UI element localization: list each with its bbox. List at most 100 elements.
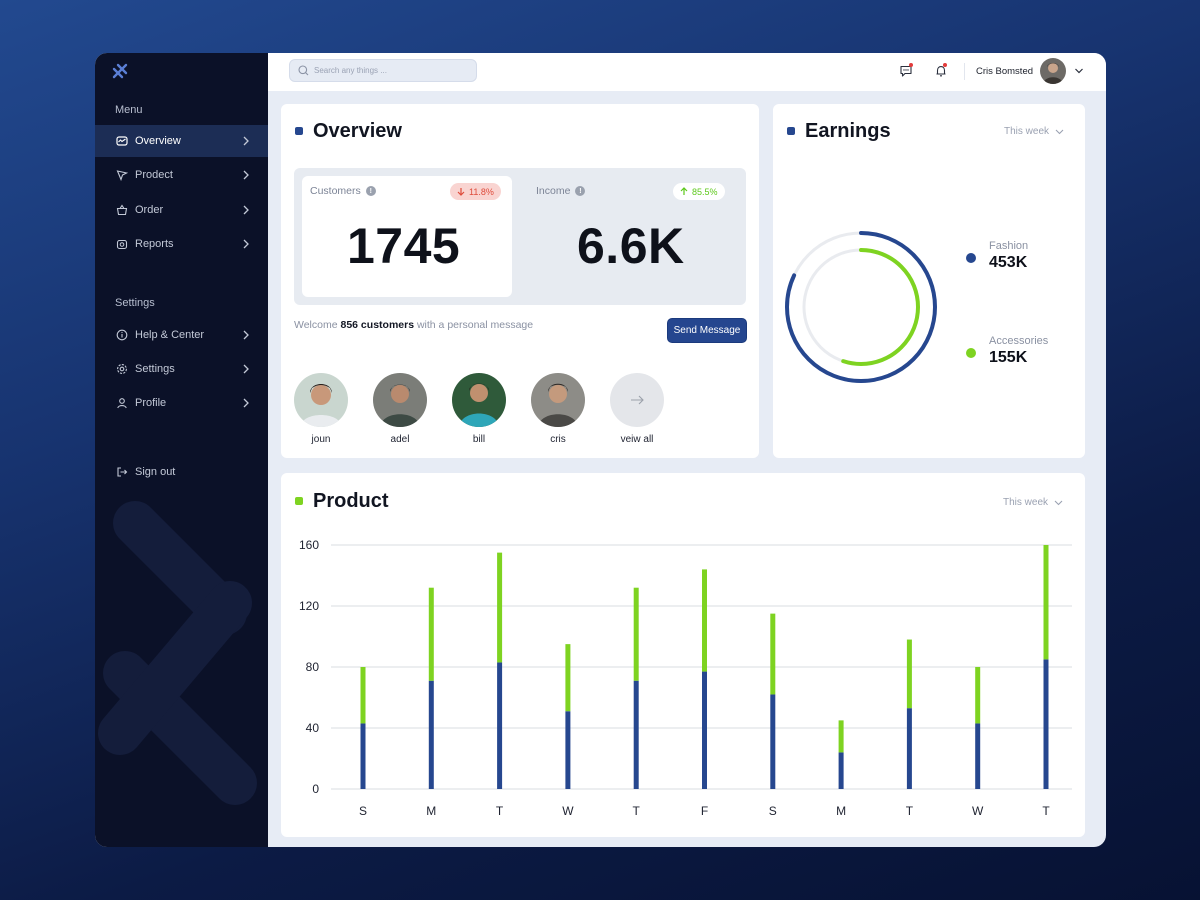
legend-label: Fashion: [989, 240, 1029, 252]
bell-icon[interactable]: [934, 64, 948, 78]
sidebar-item-order[interactable]: Order: [95, 194, 268, 226]
info-icon[interactable]: !: [365, 186, 376, 196]
overview-icon: [116, 135, 128, 147]
earnings-title-marker: [787, 127, 795, 135]
bar-segment-green[interactable]: [633, 587, 639, 681]
income-value: 6.6K: [577, 218, 685, 274]
info-icon[interactable]: !: [575, 186, 586, 196]
bar-segment-blue[interactable]: [1043, 659, 1049, 789]
logo-icon[interactable]: [111, 62, 129, 80]
topbar-divider: [964, 63, 965, 80]
sign-out-label: Sign out: [135, 466, 176, 478]
legend-value: 155K: [989, 349, 1028, 366]
bar-segment-blue[interactable]: [975, 723, 981, 789]
settings-section-label: Settings: [115, 297, 155, 309]
sign-out-icon: [116, 466, 128, 478]
customers-value: 1745: [347, 218, 461, 274]
legend-label: Accessories: [989, 335, 1049, 347]
welcome-message: Welcome 856 customers with a personal me…: [294, 319, 534, 331]
info-icon: [116, 329, 128, 341]
bar-segment-green[interactable]: [1043, 545, 1049, 660]
product-icon: [116, 169, 128, 181]
customers-stat[interactable]: Customers! 11.8% 1745: [302, 176, 512, 297]
sidebar-item-prodect[interactable]: Prodect: [95, 159, 268, 191]
bell-notification-dot: [943, 63, 947, 67]
bar-segment-green[interactable]: [838, 720, 844, 753]
customers-label: Customers!: [310, 185, 376, 197]
arrow-up-icon: [680, 187, 688, 195]
sidebar-item-label: Profile: [135, 397, 167, 409]
sidebar-item-label: Order: [135, 204, 164, 216]
earnings-card: Earnings This week Fashion 453K Accessor…: [773, 104, 1085, 458]
basket-icon: [116, 204, 128, 216]
bar-segment-green[interactable]: [497, 552, 503, 663]
bar-segment-green[interactable]: [565, 644, 571, 712]
customer-avatar-adel[interactable]: adel: [373, 373, 427, 445]
sidebar-item-help-center[interactable]: Help & Center: [95, 319, 268, 351]
user-name[interactable]: Cris Bomsted: [976, 66, 1034, 77]
product-period-select[interactable]: This week: [1003, 497, 1063, 508]
bar-segment-blue[interactable]: [770, 694, 776, 789]
y-tick-label: 40: [306, 721, 320, 735]
product-title: Product: [313, 490, 389, 512]
legend-value: 453K: [989, 254, 1028, 271]
chat-notification-dot: [909, 63, 913, 67]
bar-segment-green[interactable]: [360, 667, 366, 724]
y-tick-label: 80: [306, 660, 320, 674]
send-message-button[interactable]: Send Message: [667, 318, 747, 343]
x-tick-label: S: [769, 804, 777, 818]
search-input[interactable]: [314, 66, 464, 75]
y-tick-label: 0: [312, 782, 319, 796]
product-bar-chart: 0 40 80 120 160 S M T W T F S M T W T: [299, 538, 1072, 818]
user-avatar[interactable]: [1040, 58, 1066, 84]
customer-avatar-bill[interactable]: bill: [452, 373, 506, 445]
sidebar-item-label: Prodect: [135, 169, 173, 181]
chevron-right-icon: [243, 364, 249, 374]
bar-segment-green[interactable]: [770, 613, 776, 695]
search-box[interactable]: [289, 59, 477, 82]
x-tick-label: T: [1042, 804, 1050, 818]
gear-icon: [116, 363, 128, 375]
view-all-button[interactable]: veiw all: [610, 373, 664, 445]
bar-segment-blue[interactable]: [702, 671, 707, 789]
sign-out-link[interactable]: Sign out: [95, 456, 268, 488]
y-tick-label: 160: [299, 538, 319, 552]
x-tick-label: F: [701, 804, 708, 818]
bar-segment-green[interactable]: [702, 569, 707, 672]
chevron-down-icon[interactable]: [1074, 67, 1084, 75]
chevron-right-icon: [243, 136, 249, 146]
user-icon: [116, 397, 128, 409]
bar-segment-blue[interactable]: [906, 708, 912, 789]
bar-segment-blue[interactable]: [360, 723, 366, 789]
x-tick-label: W: [972, 804, 984, 818]
sidebar-item-profile[interactable]: Profile: [95, 387, 268, 419]
bar-segment-blue[interactable]: [633, 680, 639, 789]
bar-segment-blue[interactable]: [428, 680, 434, 789]
sidebar-item-reports[interactable]: Reports: [95, 228, 268, 260]
fashion-ring: [785, 231, 937, 383]
bar-segment-blue[interactable]: [838, 752, 844, 789]
x-tick-label: T: [496, 804, 504, 818]
sidebar-item-settings[interactable]: Settings: [95, 353, 268, 385]
bar-segment-green[interactable]: [428, 587, 434, 681]
chat-icon[interactable]: [899, 64, 913, 78]
x-tick-label: T: [906, 804, 914, 818]
customer-name: joun: [311, 434, 331, 445]
x-tick-label: T: [633, 804, 641, 818]
earnings-donut-chart: [785, 231, 937, 383]
bar-segment-green[interactable]: [906, 639, 912, 709]
bar-segment-green[interactable]: [975, 667, 981, 724]
product-card: Product This week 0 40 80 120 160 S M T W T F S M T W T: [281, 473, 1085, 837]
menu-section-label: Menu: [115, 104, 143, 116]
arrow-down-icon: [457, 188, 465, 196]
sidebar-item-overview[interactable]: Overview: [95, 125, 268, 157]
bar-segment-blue[interactable]: [565, 711, 571, 789]
customer-name: bill: [472, 434, 486, 445]
customer-avatar-cris[interactable]: cris: [531, 373, 585, 445]
overview-title: Overview: [313, 120, 402, 142]
customer-avatar-joun[interactable]: joun: [294, 373, 348, 445]
income-label: Income!: [536, 185, 586, 197]
bar-segment-blue[interactable]: [497, 662, 503, 789]
chevron-right-icon: [243, 170, 249, 180]
earnings-period-select[interactable]: This week: [1004, 126, 1064, 137]
